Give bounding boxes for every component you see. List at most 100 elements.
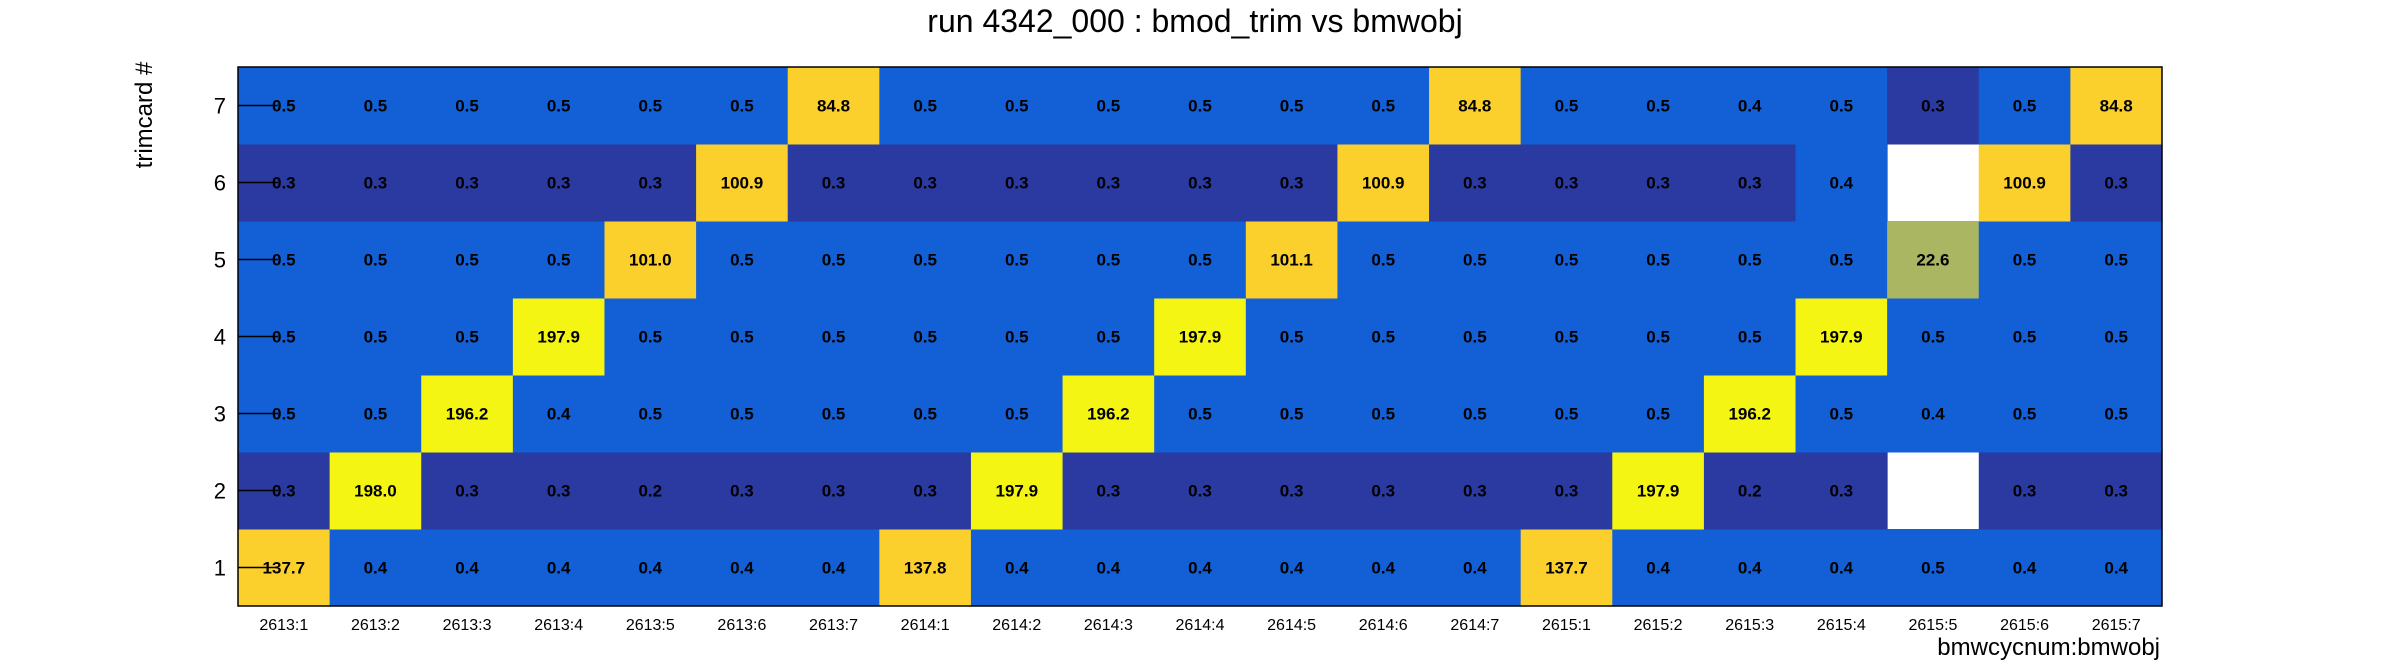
heatmap-cell: [1245, 452, 1338, 530]
heatmap-cell: [512, 221, 605, 299]
cell-value-label: 0.5: [1463, 251, 1487, 270]
cell-value-label: 196.2: [446, 405, 489, 424]
cell-value-label: 0.5: [1097, 328, 1121, 347]
x-tick-label: 2615:6: [2000, 617, 2049, 634]
heatmap-cell: [970, 452, 1064, 530]
heatmap-cell: [787, 452, 880, 530]
heatmap-cell: [1337, 221, 1430, 299]
x-tick-label: 2613:6: [717, 617, 766, 634]
heatmap-cell: [879, 221, 972, 299]
heatmap-cell: [970, 67, 1064, 145]
cell-value-label: 0.3: [455, 482, 479, 501]
axis-ticks: 1 2 3 4 5 6 7 2613:1 2613:2 2613:3 2613:4 2613:5 261…: [214, 94, 2141, 635]
cell-value-label: 0.3: [1463, 174, 1487, 193]
heatmap-cell: [1978, 221, 2071, 299]
cell-value-label: 0.3: [1646, 174, 1670, 193]
heatmap-cell: [1703, 298, 1797, 376]
heatmap-cell: [787, 67, 880, 145]
x-tick-label: 2613:3: [443, 617, 492, 634]
cell-value-label: 0.5: [1005, 328, 1029, 347]
heatmap-cell: [970, 375, 1064, 453]
cell-value-label: 84.8: [2100, 97, 2133, 116]
x-tick-label: 2613:1: [259, 617, 308, 634]
cell-value-label: 0.5: [1371, 405, 1395, 424]
cell-value-label: 0.3: [2104, 482, 2128, 501]
heatmap-cell: [1887, 375, 1980, 453]
heatmap-cell: [1795, 67, 1888, 145]
cell-value-label: 0.5: [1738, 251, 1762, 270]
cell-value-label: 137.8: [904, 559, 947, 578]
cell-value-label: 0.5: [455, 97, 479, 116]
cell-value-label: 0.5: [2013, 328, 2037, 347]
y-tick-label: 2: [214, 479, 226, 504]
cell-value-label: 0.3: [822, 174, 846, 193]
cell-value-label: 0.5: [364, 328, 388, 347]
heatmap-cell: [1978, 144, 2071, 222]
heatmap-cell: [1245, 67, 1338, 145]
cell-value-label: 0.5: [730, 328, 754, 347]
cell-value-label: 0.3: [272, 482, 296, 501]
cell-value-label: 0.5: [638, 328, 662, 347]
y-axis-title: trimcard #: [131, 61, 158, 168]
cell-value-label: 197.9: [1820, 328, 1863, 347]
cell-value-label: 0.5: [1463, 328, 1487, 347]
cell-value-label: 0.5: [1555, 405, 1579, 424]
heatmap-cell: [1337, 375, 1430, 453]
heatmap-cell: [421, 298, 514, 376]
heatmap-cell: [1337, 144, 1430, 222]
heatmap-cell: [1520, 452, 1613, 530]
cell-value-label: 0.5: [913, 251, 937, 270]
cell-value-label: 137.7: [263, 559, 306, 578]
y-tick-label: 3: [214, 402, 226, 427]
x-tick-label: 2614:7: [1450, 617, 1499, 634]
cell-value-label: 0.5: [1188, 405, 1212, 424]
cell-value-label: 0.5: [2104, 328, 2128, 347]
heatmap-cell: [2070, 529, 2163, 607]
cell-value-label: 0.3: [1188, 174, 1212, 193]
heatmap-cell: [1245, 221, 1338, 299]
heatmap-cell: [1245, 144, 1338, 222]
cell-value-label: 0.5: [455, 328, 479, 347]
heatmap-cell: [329, 529, 422, 607]
heatmap-cell: [1245, 375, 1338, 453]
cell-value-label: 0.5: [272, 328, 296, 347]
cell-value-label: 0.5: [364, 97, 388, 116]
cell-value-label: 0.3: [1738, 174, 1762, 193]
cell-value-label: 0.5: [913, 405, 937, 424]
x-tick-label: 2613:4: [534, 617, 583, 634]
cell-value-label: 0.5: [2013, 97, 2037, 116]
heatmap-cell: [2070, 144, 2163, 222]
heatmap-cell: [1154, 144, 1247, 222]
heatmap-cell: [1703, 452, 1797, 530]
cell-value-label: 0.5: [1646, 405, 1670, 424]
cell-value-label: 0.3: [1463, 482, 1487, 501]
heatmap-cell: [604, 298, 697, 376]
cell-value-label: 0.5: [1646, 328, 1670, 347]
cell-value-label: 0.5: [1371, 97, 1395, 116]
cell-value-label: 84.8: [817, 97, 850, 116]
heatmap-cell: [1703, 67, 1797, 145]
cell-value-label: 197.9: [1179, 328, 1222, 347]
heatmap-cell: [879, 298, 972, 376]
cell-value-label: 197.9: [537, 328, 580, 347]
cell-value-label: 0.3: [1555, 174, 1579, 193]
heatmap-cell: [1978, 298, 2071, 376]
cell-value-label: 0.5: [1371, 328, 1395, 347]
cell-value-label: 0.5: [455, 251, 479, 270]
heatmap-cell: [1795, 221, 1888, 299]
cell-value-label: 0.3: [1280, 174, 1304, 193]
cell-value-label: 0.4: [1738, 97, 1762, 116]
cell-value-label: 0.4: [822, 559, 846, 578]
heatmap-cell: [1062, 298, 1155, 376]
cell-value-label: 0.5: [2013, 405, 2037, 424]
cell-value-label: 0.3: [1097, 174, 1121, 193]
heatmap-cell: [1337, 67, 1430, 145]
heatmap-cell: [1795, 298, 1888, 376]
cell-value-label: 0.4: [1463, 559, 1487, 578]
heatmap-cell: [329, 452, 422, 530]
cell-value-label: 0.5: [1280, 405, 1304, 424]
heatmap-cell: [787, 375, 880, 453]
x-tick-label: 2613:2: [351, 617, 400, 634]
heatmap-cell: [1703, 529, 1797, 607]
heatmap-cell: [1703, 144, 1797, 222]
